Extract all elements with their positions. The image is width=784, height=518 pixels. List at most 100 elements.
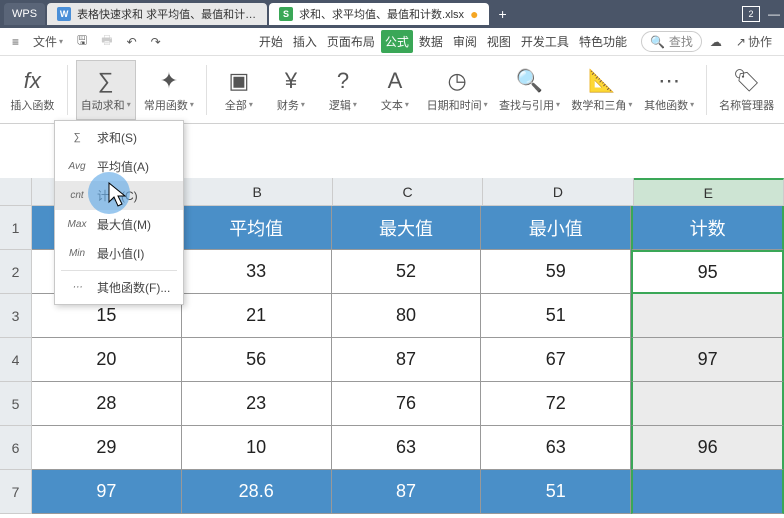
cell-d6[interactable]: 63: [481, 426, 631, 470]
cell-d4[interactable]: 67: [481, 338, 631, 382]
cell-e6[interactable]: 96: [631, 426, 784, 470]
new-tab-button[interactable]: +: [491, 6, 515, 22]
row-4: 4 20 56 87 67 97: [0, 338, 784, 382]
cell-b3[interactable]: 21: [182, 294, 332, 338]
cell-c6[interactable]: 63: [332, 426, 482, 470]
sigma-icon: ∑: [65, 132, 89, 143]
cell-b5[interactable]: 23: [182, 382, 332, 426]
menu-start[interactable]: 开始: [255, 30, 287, 53]
row-5-header[interactable]: 5: [0, 382, 32, 426]
cell-d3[interactable]: 51: [481, 294, 631, 338]
menu-layout[interactable]: 页面布局: [323, 30, 379, 53]
titlebar-right: 2 —: [742, 6, 780, 22]
dots-icon: ⋯: [658, 67, 680, 95]
lookup-icon: 🔍: [516, 67, 543, 95]
menu-hamburger[interactable]: ≡: [6, 33, 25, 51]
col-c[interactable]: C: [333, 178, 483, 206]
menu-insert[interactable]: 插入: [289, 30, 321, 53]
print-icon[interactable]: 🖶: [95, 29, 118, 54]
cell-d7[interactable]: 51: [481, 470, 631, 514]
box-icon: ▣: [229, 67, 250, 95]
dd-other[interactable]: ⋯其他函数(F)...: [55, 273, 183, 302]
autosum-button[interactable]: ∑ 自动求和▾: [76, 60, 136, 120]
lookup-button[interactable]: 🔍 查找与引用▾: [495, 60, 563, 120]
cloud-icon[interactable]: ☁: [704, 33, 728, 51]
row-1-header[interactable]: 1: [0, 206, 32, 250]
insert-function-button[interactable]: fx 插入函数: [6, 60, 59, 120]
document-tab-2[interactable]: S 求和、求平均值、最值和计数.xlsx ●: [269, 3, 488, 25]
cell-e2[interactable]: 95: [631, 250, 784, 294]
cell-e3[interactable]: [631, 294, 784, 338]
cell-e4[interactable]: 97: [631, 338, 784, 382]
other-fn-button[interactable]: ⋯ 其他函数▾: [640, 60, 698, 120]
menu-special[interactable]: 特色功能: [575, 30, 631, 53]
row-2-header[interactable]: 2: [0, 250, 32, 294]
cell-b7[interactable]: 28.6: [182, 470, 332, 514]
finance-button[interactable]: ¥ 财务▾: [267, 60, 315, 120]
coop-button[interactable]: ↗ 协作: [730, 31, 778, 52]
dd-max[interactable]: Max最大值(M): [55, 210, 183, 239]
cell-c4[interactable]: 87: [332, 338, 482, 382]
more-icon: ⋯: [65, 282, 89, 293]
tab-modified-icon[interactable]: ●: [470, 6, 478, 22]
cell-e1[interactable]: 计数: [631, 206, 784, 250]
wps-tab[interactable]: WPS: [4, 3, 45, 25]
cell-a5[interactable]: 28: [32, 382, 182, 426]
col-b[interactable]: B: [182, 178, 332, 206]
cell-b2[interactable]: 33: [182, 250, 332, 294]
logic-button[interactable]: ? 逻辑▾: [319, 60, 367, 120]
window-badge[interactable]: 2: [742, 6, 760, 22]
row-4-header[interactable]: 4: [0, 338, 32, 382]
text-button[interactable]: A 文本▾: [371, 60, 419, 120]
row-6: 6 29 10 63 63 96: [0, 426, 784, 470]
all-fn-button[interactable]: ▣ 全部▾: [215, 60, 263, 120]
cell-d5[interactable]: 72: [481, 382, 631, 426]
menu-formula[interactable]: 公式: [381, 30, 413, 53]
menu-review[interactable]: 审阅: [449, 30, 481, 53]
cell-b4[interactable]: 56: [182, 338, 332, 382]
math-button[interactable]: 📐 数学和三角▾: [568, 60, 636, 120]
dd-sum[interactable]: ∑求和(S): [55, 123, 183, 152]
search-icon: 🔍: [650, 35, 665, 49]
cell-c5[interactable]: 76: [332, 382, 482, 426]
row-6-header[interactable]: 6: [0, 426, 32, 470]
menu-dev[interactable]: 开发工具: [517, 30, 573, 53]
dd-min[interactable]: Min最小值(I): [55, 239, 183, 268]
row-7-header[interactable]: 7: [0, 470, 32, 514]
dd-avg[interactable]: Avg平均值(A): [55, 152, 183, 181]
row-3-header[interactable]: 3: [0, 294, 32, 338]
cell-a7[interactable]: 97: [32, 470, 182, 514]
file-menu[interactable]: 文件 ▾: [27, 31, 69, 52]
tab1-label: 表格快速求和 求平均值、最值和计数 …: [77, 6, 257, 22]
cell-e7[interactable]: [631, 470, 784, 514]
max-icon: Max: [65, 219, 89, 230]
cell-b6[interactable]: 10: [182, 426, 332, 470]
cell-c3[interactable]: 80: [332, 294, 482, 338]
col-e[interactable]: E: [634, 178, 784, 206]
save-icon[interactable]: 🖫: [71, 29, 93, 54]
common-fn-button[interactable]: ✦ 常用函数▾: [140, 60, 198, 120]
datetime-button[interactable]: ◷ 日期和时间▾: [423, 60, 491, 120]
redo-icon[interactable]: ↷: [145, 33, 167, 51]
cell-c1[interactable]: 最大值: [332, 206, 482, 250]
cell-c2[interactable]: 52: [332, 250, 482, 294]
menu-view[interactable]: 视图: [483, 30, 515, 53]
undo-icon[interactable]: ↶: [121, 33, 143, 51]
search-box[interactable]: 🔍 查找: [641, 31, 702, 52]
min-icon[interactable]: —: [768, 7, 780, 21]
document-tab-1[interactable]: W 表格快速求和 求平均值、最值和计数 …: [47, 3, 267, 25]
cell-b1[interactable]: 平均值: [182, 206, 332, 250]
sheet-icon: S: [279, 7, 293, 21]
menu-data[interactable]: 数据: [415, 30, 447, 53]
cell-a6[interactable]: 29: [32, 426, 182, 470]
name-manager-button[interactable]: 🏷 名称管理器: [715, 60, 778, 120]
col-d[interactable]: D: [483, 178, 633, 206]
select-all-corner[interactable]: [0, 178, 32, 206]
dd-count[interactable]: cnt计数(C): [55, 181, 183, 210]
cell-d2[interactable]: 59: [481, 250, 631, 294]
cell-a4[interactable]: 20: [32, 338, 182, 382]
word-icon: W: [57, 7, 71, 21]
cell-c7[interactable]: 87: [332, 470, 482, 514]
cell-d1[interactable]: 最小值: [481, 206, 631, 250]
cell-e5[interactable]: [631, 382, 784, 426]
